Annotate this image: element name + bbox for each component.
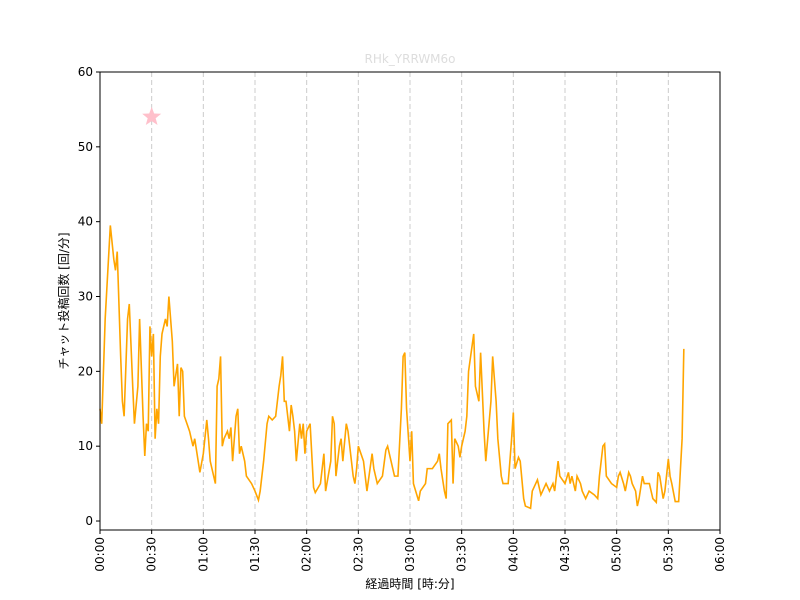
star-marker	[142, 106, 162, 125]
y-tick-label: 60	[78, 65, 93, 79]
y-axis-label: チャット投稿回数 [回/分]	[56, 232, 71, 369]
x-tick-label: 03:30	[455, 537, 469, 572]
x-tick-label: 02:00	[300, 537, 314, 572]
y-tick-label: 10	[78, 439, 93, 453]
y-tick-label: 50	[78, 140, 93, 154]
x-tick-label: 04:00	[506, 537, 520, 572]
chart-title: RHk_YRRWM6o	[364, 52, 455, 66]
x-tick-label: 01:30	[248, 537, 262, 572]
x-tick-label: 00:00	[93, 537, 107, 572]
x-tick-label: 06:00	[713, 537, 727, 572]
y-tick-label: 30	[78, 290, 93, 304]
plot-frame	[99, 71, 721, 531]
x-axis-label: 経過時間 [時:分]	[365, 577, 454, 591]
y-tick-label: 40	[78, 215, 93, 229]
x-tick-label: 05:00	[610, 537, 624, 572]
x-tick-label: 02:30	[351, 537, 365, 572]
x-tick-label: 01:00	[196, 537, 210, 572]
data-line	[99, 225, 685, 510]
x-tick-label: 04:30	[558, 537, 572, 572]
x-tick-label: 00:30	[145, 537, 159, 572]
y-tick-label: 20	[78, 364, 93, 378]
x-tick-label: 03:00	[403, 537, 417, 572]
y-tick-label: 0	[85, 514, 93, 528]
x-tick-label: 05:30	[661, 537, 675, 572]
